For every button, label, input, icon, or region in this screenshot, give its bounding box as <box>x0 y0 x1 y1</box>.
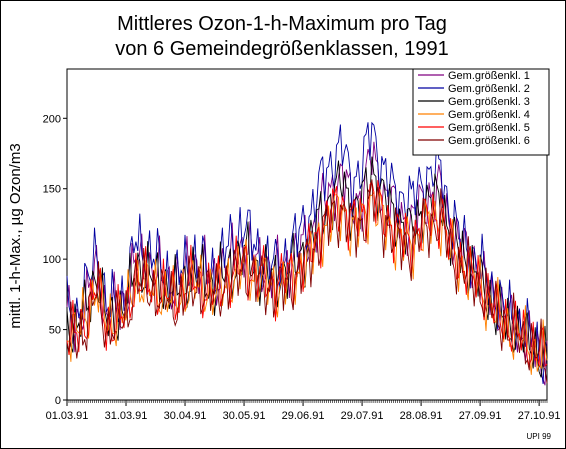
x-tick-label: 29.07.91 <box>341 410 384 422</box>
credit-label: UPI 99 <box>527 432 552 441</box>
y-tick-label: 50 <box>49 325 61 337</box>
x-tick-label: 28.08.91 <box>400 410 443 422</box>
legend-label-1: Gem.größenkl. 1 <box>448 70 530 82</box>
x-tick-label: 01.03.91 <box>46 410 89 422</box>
legend-box <box>412 68 550 156</box>
x-tick-label: 31.03.91 <box>105 410 148 422</box>
x-tick-label: 30.04.91 <box>164 410 207 422</box>
y-axis: 0 50 100 150 200 <box>43 113 67 407</box>
x-tick-label: 29.06.91 <box>282 410 325 422</box>
series-line-6 <box>66 179 548 384</box>
legend-label-4: Gem.größenkl. 4 <box>448 109 530 121</box>
series-lines <box>66 121 548 386</box>
y-tick-label: 100 <box>43 254 61 266</box>
series-line-4 <box>66 188 548 375</box>
legend-label-3: Gem.größenkl. 3 <box>448 96 530 108</box>
y-tick-label: 0 <box>55 395 61 407</box>
y-tick-label: 150 <box>43 184 61 196</box>
x-tick-label: 27.09.91 <box>459 410 502 422</box>
x-tick-label: 27.10.91 <box>518 410 561 422</box>
series-line-5 <box>66 180 548 368</box>
x-tick-label: 30.05.91 <box>223 410 266 422</box>
y-tick-label: 200 <box>43 113 61 125</box>
legend-label-5: Gem.größenkl. 5 <box>448 122 530 134</box>
legend-label-6: Gem.größenkl. 6 <box>448 135 530 147</box>
y-axis-label: mittl. 1-h-Max., µg Ozon/m3 <box>7 143 24 328</box>
chart-title-line1: Mittleres Ozon-1-h-Maximum pro Tag <box>117 13 447 35</box>
x-axis: 01.03.91 31.03.91 30.04.91 30.05.91 29.06.91… <box>46 400 561 422</box>
legend-label-2: Gem.größenkl. 2 <box>448 83 530 95</box>
chart-title-line2: von 6 Gemeindegrößenklassen, 1991 <box>115 38 449 60</box>
